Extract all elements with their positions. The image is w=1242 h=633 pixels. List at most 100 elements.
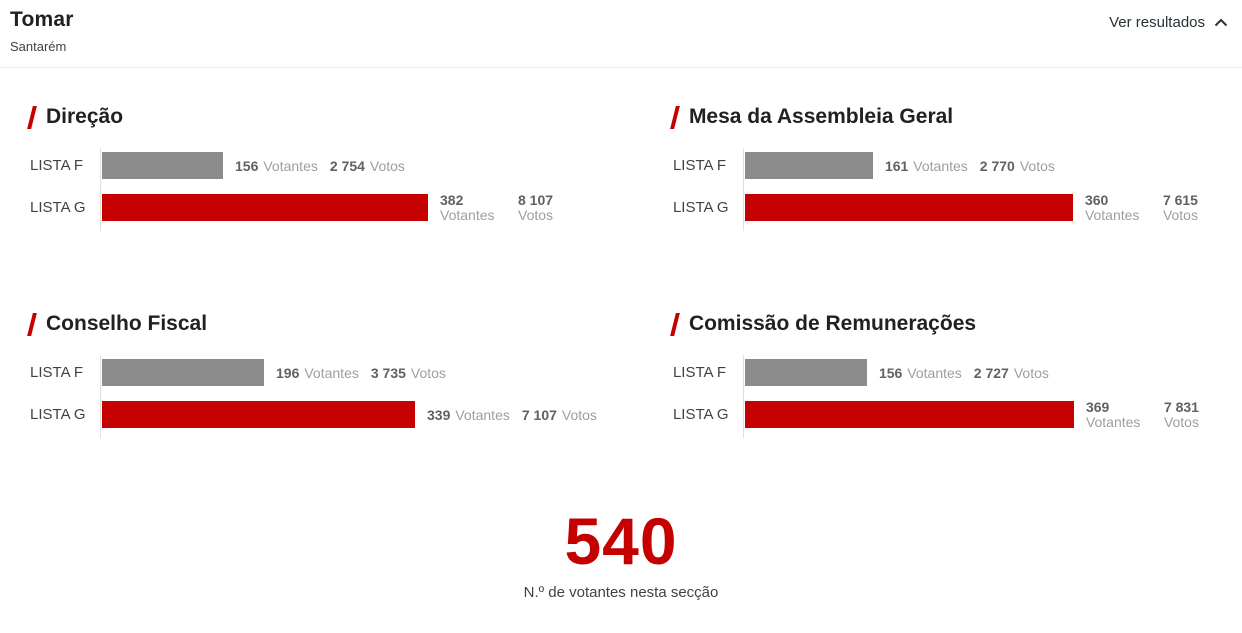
bar-lista-g	[102, 401, 415, 428]
votos-value: 2 770	[979, 157, 1015, 174]
bar-chart: LISTA F 196 Votantes 3 735 Votos LISTA G 3…	[30, 355, 597, 438]
section-title: Conselho Fiscal	[27, 311, 597, 337]
row-label: LISTA F	[672, 364, 727, 381]
page-header: Tomar Santarém Ver resultados	[0, 0, 1242, 54]
accent-slash-icon	[27, 105, 37, 129]
votantes-stat: 369 Votantes	[1085, 398, 1150, 430]
section-title: Direção	[27, 104, 597, 130]
votantes-value: 369	[1085, 398, 1110, 415]
votantes-value: 156	[878, 364, 903, 381]
section-comissao-remuneracoes: Comissão de Remunerações LISTA F 156 Vota…	[670, 311, 1228, 438]
votantes-value: 156	[235, 157, 259, 174]
votos-stat: 7 831 Votos	[1163, 398, 1228, 430]
chart-row-lista-f: LISTA F 156 Votantes 2 754 Votos	[30, 152, 597, 179]
row-label: LISTA G	[672, 406, 729, 423]
row-label: LISTA G	[30, 199, 86, 216]
section-summary: 540 N.º de votantes nesta secção	[0, 508, 1242, 601]
bar-stats: 360 Votantes 7 615 Votos	[1084, 191, 1227, 223]
bar-lista-f	[102, 152, 223, 179]
chart-row-lista-g: LISTA G 339 Votantes 7 107 Votos	[30, 401, 597, 428]
bar-lista-f	[744, 359, 867, 386]
total-votantes-caption: N.º de votantes nesta secção	[523, 584, 719, 601]
votantes-stat: 196 Votantes	[276, 365, 359, 381]
bar-lista-f	[102, 359, 264, 386]
page-title: Tomar	[10, 8, 74, 31]
accent-slash-icon	[670, 312, 680, 336]
votantes-stat: 161 Votantes	[885, 158, 968, 174]
votantes-stat: 156 Votantes	[235, 158, 318, 174]
chart-row-lista-g: LISTA G 360 Votantes 7 615 Votos	[673, 191, 1228, 223]
votantes-value: 360	[1084, 191, 1109, 208]
bar-lista-g	[744, 194, 1073, 221]
votos-unit: Votos	[518, 206, 554, 223]
bar-lista-g	[744, 401, 1074, 428]
bar-stats: 382 Votantes 8 107 Votos	[440, 191, 582, 223]
chart-row-lista-g: LISTA G 382 Votantes 8 107 Votos	[30, 191, 597, 223]
axis-line	[100, 148, 101, 231]
votos-stat: 2 727 Votos	[974, 365, 1049, 381]
page-subtitle: Santarém	[10, 39, 67, 54]
votos-value: 3 735	[370, 364, 406, 381]
votantes-value: 196	[276, 364, 300, 381]
votantes-value: 161	[884, 157, 909, 174]
bar-stats: 339 Votantes 7 107 Votos	[427, 407, 597, 423]
section-mesa-assembleia-geral: Mesa da Assembleia Geral LISTA F 161 Vota…	[670, 104, 1228, 231]
votos-stat: 7 107 Votos	[522, 407, 597, 423]
section-title: Comissão de Remunerações	[670, 311, 1228, 337]
results-grid: Direção LISTA F 156 Votantes 2 754 Votos L…	[0, 68, 1242, 438]
chevron-up-icon	[1214, 18, 1228, 27]
accent-slash-icon	[670, 105, 680, 129]
section-title-text: Conselho Fiscal	[46, 312, 208, 335]
section-conselho-fiscal: Conselho Fiscal LISTA F 196 Votantes 3 73…	[27, 311, 597, 438]
votos-value: 2 727	[973, 364, 1009, 381]
ver-resultados-label: Ver resultados	[1109, 14, 1205, 31]
header-divider	[0, 67, 1242, 68]
votantes-unit: Votantes	[907, 364, 962, 381]
row-label: LISTA F	[30, 364, 84, 381]
votos-stat: 7 615 Votos	[1162, 191, 1227, 223]
votantes-unit: Votantes	[304, 364, 359, 381]
section-title-text: Comissão de Remunerações	[688, 312, 977, 335]
accent-slash-icon	[27, 312, 37, 336]
chart-row-lista-f: LISTA F 161 Votantes 2 770 Votos	[673, 152, 1228, 179]
votantes-unit: Votantes	[1084, 206, 1140, 223]
votantes-unit: Votantes	[263, 157, 318, 174]
votantes-unit: Votantes	[913, 157, 968, 174]
ver-resultados-button[interactable]: Ver resultados	[1109, 14, 1228, 31]
votos-unit: Votos	[1013, 364, 1049, 381]
votantes-stat: 156 Votantes	[879, 365, 962, 381]
chart-row-lista-f: LISTA F 156 Votantes 2 727 Votos	[673, 359, 1228, 386]
votos-unit: Votos	[1019, 157, 1055, 174]
section-title-text: Mesa da Assembleia Geral	[688, 105, 954, 128]
votos-value: 7 831	[1163, 398, 1199, 415]
section-title-text: Direção	[46, 105, 124, 128]
votos-stat: 2 754 Votos	[330, 158, 405, 174]
section-title: Mesa da Assembleia Geral	[670, 104, 1228, 130]
votantes-stat: 360 Votantes	[1084, 191, 1149, 223]
total-votantes-value: 540	[564, 504, 678, 578]
bar-chart: LISTA F 161 Votantes 2 770 Votos LISTA G 3…	[673, 148, 1228, 231]
votantes-value: 382	[440, 191, 464, 208]
votos-stat: 2 770 Votos	[980, 158, 1055, 174]
votos-stat: 8 107 Votos	[518, 191, 582, 223]
votos-value: 2 754	[329, 157, 365, 174]
votantes-stat: 382 Votantes	[440, 191, 504, 223]
bar-lista-g	[102, 194, 428, 221]
votos-value: 7 615	[1162, 191, 1198, 208]
axis-line	[742, 148, 744, 231]
votos-unit: Votos	[369, 157, 405, 174]
votantes-stat: 339 Votantes	[427, 407, 510, 423]
votos-unit: Votos	[1163, 413, 1199, 430]
votantes-value: 339	[427, 406, 451, 423]
bar-stats: 156 Votantes 2 727 Votos	[879, 365, 1049, 381]
bar-stats: 161 Votantes 2 770 Votos	[885, 158, 1055, 174]
section-direcao: Direção LISTA F 156 Votantes 2 754 Votos L…	[27, 104, 597, 231]
bar-chart: LISTA F 156 Votantes 2 754 Votos LISTA G 3…	[30, 148, 597, 231]
bar-stats: 156 Votantes 2 754 Votos	[235, 158, 405, 174]
votantes-unit: Votantes	[455, 406, 510, 423]
header-titles: Tomar Santarém	[10, 8, 74, 54]
row-label: LISTA F	[30, 157, 84, 174]
axis-line	[100, 355, 101, 438]
axis-line	[742, 355, 744, 438]
votos-value: 8 107	[518, 191, 554, 208]
